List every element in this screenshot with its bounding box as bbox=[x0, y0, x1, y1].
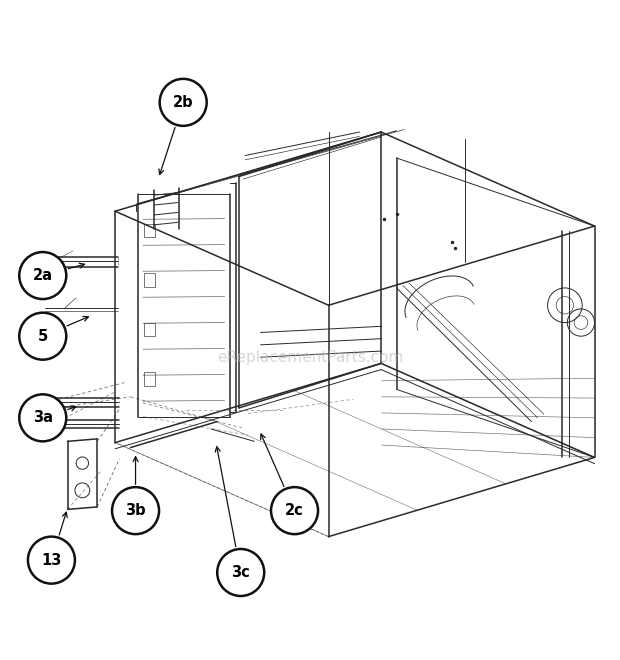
Circle shape bbox=[160, 79, 206, 126]
Text: 5: 5 bbox=[38, 329, 48, 344]
Bar bbox=[144, 224, 156, 237]
Circle shape bbox=[19, 252, 66, 299]
Circle shape bbox=[217, 549, 264, 596]
Text: eReplacementParts.com: eReplacementParts.com bbox=[217, 350, 403, 366]
Text: 3b: 3b bbox=[125, 503, 146, 518]
Text: 13: 13 bbox=[42, 552, 61, 568]
Text: 2b: 2b bbox=[173, 95, 193, 110]
Text: 3c: 3c bbox=[231, 565, 250, 580]
Text: 2a: 2a bbox=[33, 268, 53, 283]
Text: 2c: 2c bbox=[285, 503, 304, 518]
Bar bbox=[144, 372, 156, 385]
Bar bbox=[144, 323, 156, 336]
Circle shape bbox=[19, 313, 66, 360]
Circle shape bbox=[19, 394, 66, 442]
Circle shape bbox=[28, 537, 75, 583]
Circle shape bbox=[271, 487, 318, 534]
Bar bbox=[144, 273, 156, 286]
Circle shape bbox=[112, 487, 159, 534]
Text: 3a: 3a bbox=[33, 411, 53, 425]
